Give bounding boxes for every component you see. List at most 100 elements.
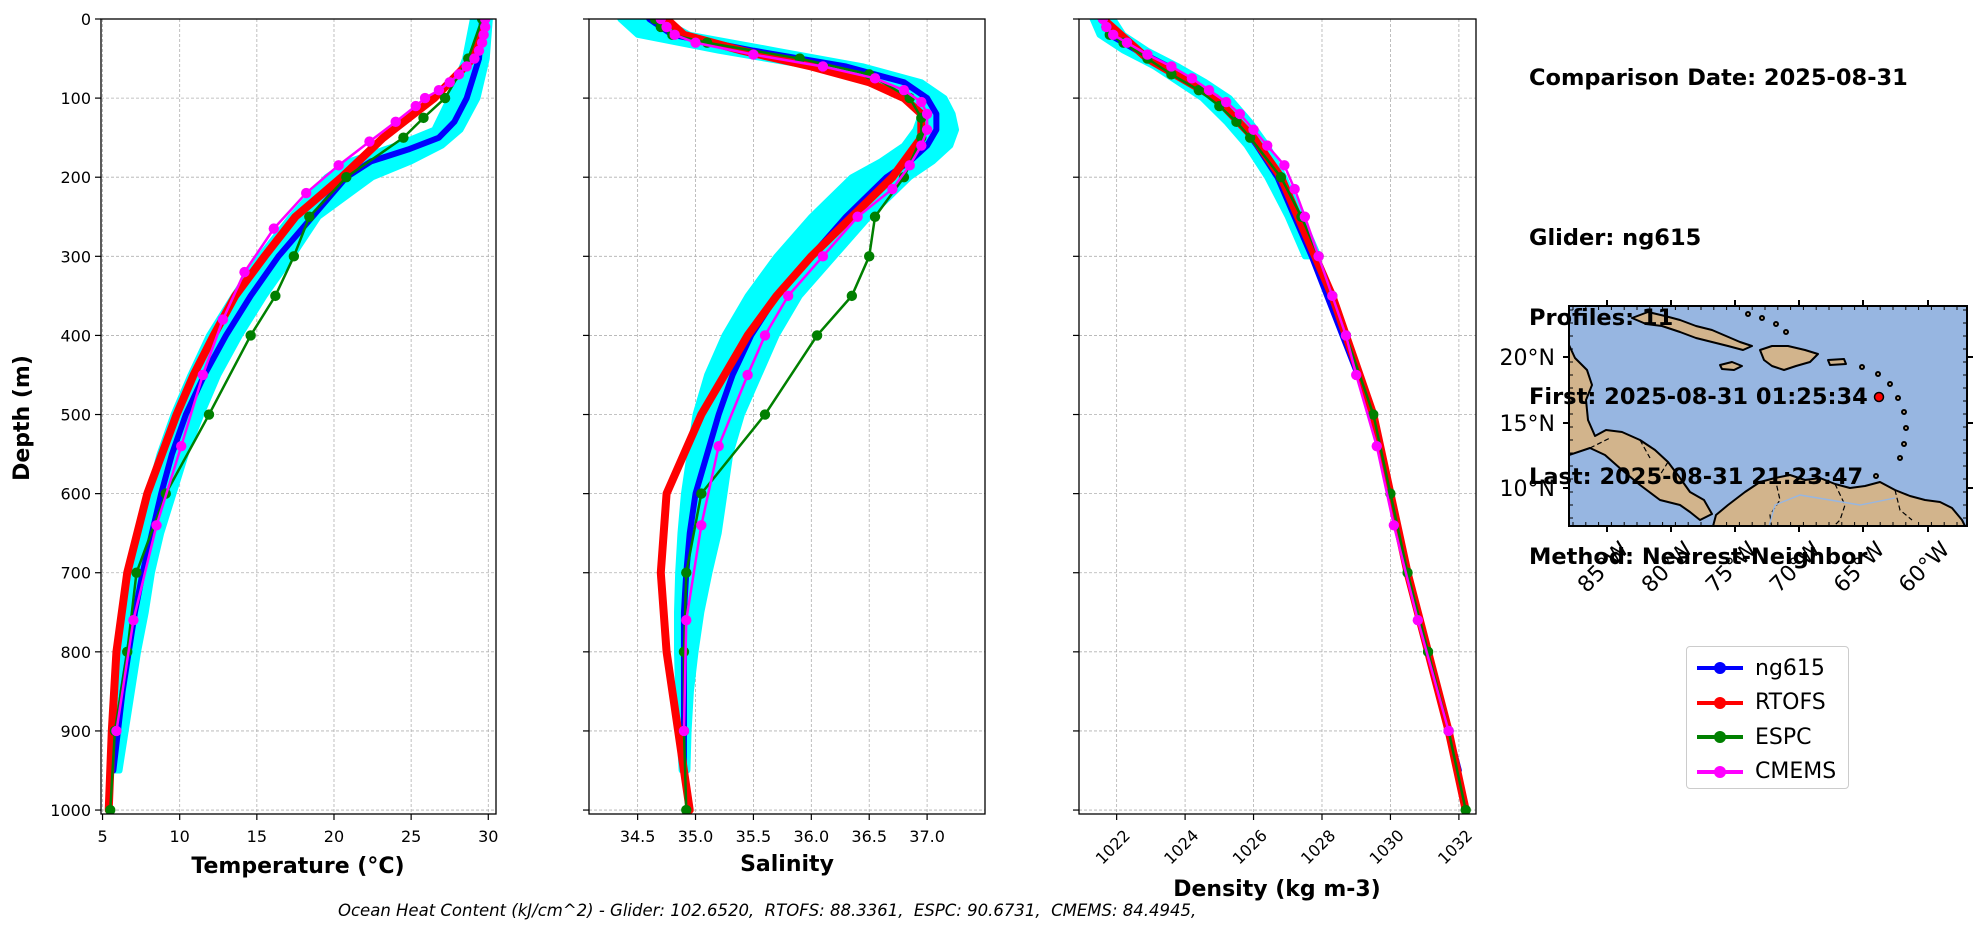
data-point-cmems [1203,84,1215,96]
x-tick-label: 1028 [1297,826,1339,868]
legend-item-ng615: ng615 [1687,651,1848,686]
x-tick-label: 37.0 [909,827,945,846]
jamaica-island [1719,361,1743,371]
data-point-espc [245,330,256,341]
glider-name: Glider: ng615 [1529,224,1702,251]
data-point-cmems [473,45,485,56]
x-tick-label: 1024 [1160,826,1202,868]
data-point-cmems [444,77,455,88]
map-land [1569,306,1967,526]
y-tick-label: 200 [60,168,91,187]
map-frame [1568,305,1968,527]
data-point-espc [1368,409,1379,420]
data-point-cmems [176,440,187,452]
data-point-cmems [1351,369,1362,381]
data-point-espc [811,330,823,341]
legend-swatch [1697,662,1743,675]
data-point-cmems [333,160,344,171]
data-point-espc [418,112,429,124]
x-tick-label: 35.5 [736,827,772,846]
y-tick-label: 0 [81,10,91,29]
data-point-espc [1460,804,1471,814]
data-point-cmems [1234,108,1246,120]
x-tick-label: 1022 [1092,826,1134,868]
series-line-ng615 [1099,19,1462,774]
x-tick-label: 1030 [1366,826,1408,868]
legend-label: CMEMS [1755,759,1837,785]
series-line-cmems [1101,19,1450,733]
bahamas-islands [1745,311,1789,335]
data-point-espc [696,488,707,499]
legend-swatch [1697,731,1743,744]
info-spacer [1529,145,1908,172]
data-point-cmems [1101,21,1112,33]
axes-frame [1078,18,1477,815]
ocean-heat-content-footer: Ocean Heat Content (kJ/cm^2) - Glider: 1… [338,901,1197,920]
data-point-cmems [1142,49,1153,60]
data-point-cmems [151,520,162,531]
density-axis-label: Density (kg m-3) [1173,877,1381,902]
map-lat-label: 10°N [1500,477,1555,502]
salinity-axis-label: Salinity [740,852,834,877]
glider-profile-spread [1089,19,1322,260]
data-point-cmems [869,73,881,84]
temperature-axis-label: Temperature (°C) [191,854,404,879]
data-point-espc [681,567,692,578]
x-tick-label: 20 [324,827,344,846]
data-point-cmems [1166,61,1177,72]
x-tick-label: 34.5 [620,827,656,846]
data-point-espc [439,92,451,104]
legend-label: ESPC [1755,724,1812,750]
data-point-espc [846,290,858,302]
y-tick-label: 700 [60,564,91,583]
data-point-espc [304,211,315,222]
data-point-cmems [469,53,480,64]
x-tick-label: 1026 [1229,826,1271,868]
data-point-cmems [1279,160,1290,171]
glider-profile-spread [108,19,493,774]
comparison-date: Comparison Date: 2025-08-31 [1529,65,1908,92]
data-point-cmems [852,211,863,222]
data-point-cmems [661,21,672,33]
data-point-cmems [782,290,794,302]
data-point-cmems [696,520,707,531]
data-point-cmems [461,61,472,72]
data-point-espc [203,409,215,420]
data-point-cmems [390,116,401,128]
data-point-cmems [678,725,690,737]
data-point-cmems [111,725,122,737]
data-point-cmems [301,187,312,199]
series-line-espc [653,19,923,812]
data-point-cmems [1313,251,1324,262]
x-tick-label: 36.0 [794,827,830,846]
depth-axis-label: Depth (m) [10,355,35,481]
data-point-espc [678,646,690,658]
temperature-panel: 5 10 15 20 25 3001002003004005006007008009001… [50,10,498,846]
legend: ng615 RTOFS ESPC CMEMS [1686,646,1849,789]
data-point-espc [1275,172,1287,183]
legend-label: ng615 [1755,655,1825,681]
y-tick-label: 600 [60,485,91,504]
map-borders [1589,437,1913,526]
data-point-cmems [268,223,280,234]
last-profile-time: Last: 2025-08-31 21:23:47 [1529,464,1864,491]
central-america-landmass [1569,306,1713,521]
density-panel: 1022 1024 1026 1028 1030 1032 [1073,18,1477,868]
data-point-cmems [410,100,421,112]
data-point-espc [898,172,910,183]
salinity-panel: 34.5 35.0 35.5 36.0 36.5 37.0 [583,18,986,846]
interpolation-method: Method: Nearest-Neighbor [1529,543,1868,570]
hispaniola-island [1759,345,1819,371]
legend-item-espc: ESPC [1687,720,1848,755]
data-point-cmems [904,160,915,171]
data-point-cmems [713,440,724,452]
data-point-cmems [921,124,933,135]
lesser-antilles [1859,364,1909,479]
data-point-espc [288,251,300,262]
y-tick-label: 500 [60,406,91,425]
data-point-cmems [433,84,445,96]
data-point-espc [131,567,142,578]
legend-swatch [1697,696,1743,709]
plot-area [104,19,493,814]
